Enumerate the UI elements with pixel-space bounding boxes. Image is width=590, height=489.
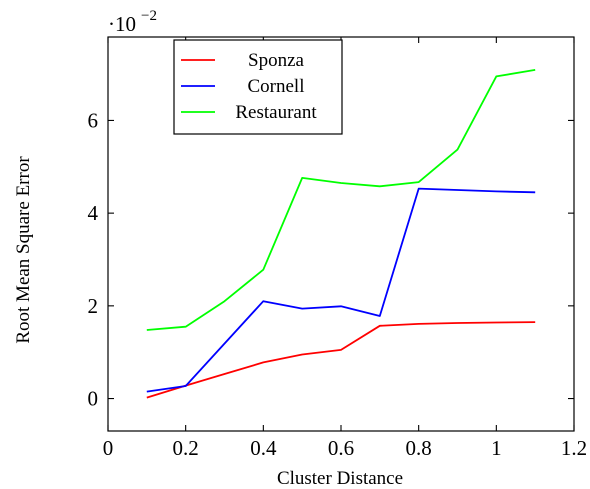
y-scale-label: ·10 — [108, 12, 136, 36]
y-axis-label: Root Mean Square Error — [13, 156, 34, 344]
legend-box — [173, 39, 343, 135]
series-layer — [146, 69, 536, 399]
series-line-cornell — [146, 187, 536, 393]
legend-label-restaurant: Restaurant — [235, 102, 317, 123]
x-tick-label: 0.4 — [250, 436, 277, 460]
x-tick-label: 0.2 — [173, 436, 199, 460]
x-tick-label: 0.8 — [406, 436, 432, 460]
x-tick-label: 0.6 — [328, 436, 354, 460]
legend-label-sponza: Sponza — [248, 50, 305, 71]
y-scale-exponent: −2 — [141, 8, 157, 24]
y-tick-label: 6 — [88, 108, 99, 132]
x-tick-label: 1 — [491, 436, 502, 460]
x-tick-label: 0 — [103, 436, 114, 460]
legend-label-cornell: Cornell — [248, 76, 305, 97]
tick-layer: 0 0.2 0.4 0.6 0.8 1 1.2 0 2 4 6 — [88, 37, 587, 460]
legend-entries: Sponza Cornell Restaurant — [181, 50, 317, 123]
legend: Sponza Cornell Restaurant — [173, 39, 343, 135]
x-axis-label: Cluster Distance — [277, 468, 403, 489]
y-tick-label: 4 — [88, 201, 99, 225]
y-tick-label: 2 — [88, 294, 99, 318]
series-line-sponza — [146, 321, 536, 399]
x-tick-label: 1.2 — [561, 436, 587, 460]
y-tick-label: 0 — [88, 387, 99, 411]
series-line-restaurant — [146, 69, 536, 331]
